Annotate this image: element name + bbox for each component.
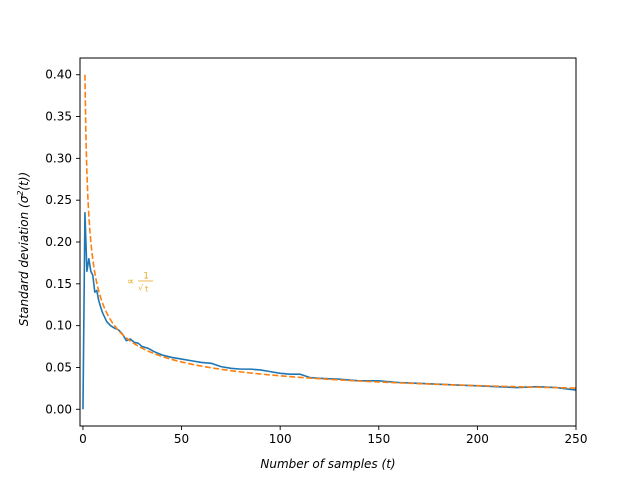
y-tick-label: 0.40 (45, 68, 72, 82)
y-tick-label: 0.00 (45, 402, 72, 416)
x-tick-label: 250 (565, 432, 588, 446)
annotation-radical: √ (138, 283, 144, 292)
y-tick-label: 0.25 (45, 193, 72, 207)
x-axis-label: Number of samples (t) (260, 457, 395, 471)
x-tick-label: 100 (269, 432, 292, 446)
y-tick-label: 0.15 (45, 277, 72, 291)
y-axis-label: Standard deviation (σ2(t)) (16, 172, 31, 326)
annotation-denominator: t (145, 284, 148, 293)
annotation-numerator: 1 (143, 271, 149, 281)
y-axis-label-var: (σ (17, 195, 31, 208)
y-tick-label: 0.10 (45, 319, 72, 333)
annotation-prefix: ∝ (127, 276, 134, 287)
x-tick-label: 0 (79, 432, 87, 446)
x-axis-ticks: 0 50 100 150 200 250 (79, 426, 587, 446)
y-axis-label-sup: 2 (16, 191, 25, 196)
y-tick-label: 0.05 (45, 360, 72, 374)
series-line-2-dashed (84, 74, 576, 389)
x-axis-label-var: (t) (382, 457, 396, 471)
y-axis-label-text: Standard deviation (17, 212, 31, 326)
annotation: ∝ 1 √ t (127, 271, 154, 293)
x-tick-label: 150 (367, 432, 390, 446)
series-layer (82, 74, 576, 410)
y-tick-label: 0.30 (45, 151, 72, 165)
y-axis-ticks: 0.00 0.05 0.10 0.15 0.20 0.25 0.30 0.35 0.40 (45, 68, 80, 416)
x-axis-label-text: Number of samples (260, 457, 377, 471)
y-tick-label: 0.35 (45, 110, 72, 124)
x-tick-label: 200 (466, 432, 489, 446)
x-tick-label: 50 (174, 432, 189, 446)
y-tick-label: 0.20 (45, 235, 72, 249)
y-axis-label-tail: (t)) (17, 172, 31, 191)
